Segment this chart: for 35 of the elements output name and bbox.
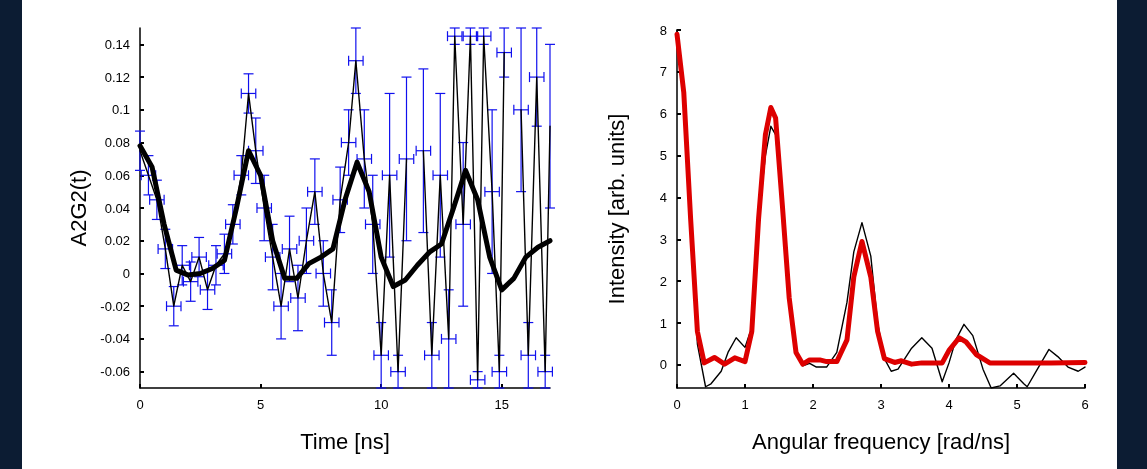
y-tick-label: 0.02: [104, 233, 130, 249]
x-tick-label: 6: [1081, 397, 1089, 412]
x-axis-title: Angular frequency [rad/ns]: [751, 428, 1011, 454]
x-tick-label: 2: [809, 397, 817, 412]
y-tick-label: 8: [659, 22, 667, 38]
y-tick-label: 0.1: [111, 102, 130, 118]
x-tick-label: 5: [256, 397, 265, 412]
x-tick-label: 1: [741, 397, 749, 412]
x-axis-title: Time [ns]: [300, 428, 390, 454]
x-tick-label: 4: [945, 397, 953, 412]
y-tick-label: 6: [659, 106, 667, 122]
x-tick-label: 5: [1013, 397, 1021, 412]
y-tick-label: -0.06: [100, 364, 130, 380]
y-axis-title: A2G2(t): [65, 169, 91, 247]
y-tick-label: 7: [659, 64, 667, 80]
y-tick-label: 3: [659, 231, 667, 247]
x-tick-label: 0: [136, 397, 144, 412]
y-tick-label: 2: [659, 273, 667, 289]
y-tick-label: 0.08: [104, 135, 130, 151]
y-tick-label: 0.14: [104, 36, 130, 52]
y-tick-label: 1: [659, 315, 667, 331]
x-tick-label: 3: [877, 397, 885, 412]
y-tick-label: 5: [659, 148, 667, 164]
x-tick-label: 15: [494, 397, 509, 412]
y-axis-title: Intensity [arb. units]: [603, 113, 629, 305]
y-tick-label: 0: [659, 357, 667, 373]
x-tick-label: 0: [673, 397, 681, 412]
y-tick-label: 0.12: [104, 69, 130, 85]
y-tick-label: -0.04: [100, 331, 130, 347]
y-tick-label: 0: [122, 265, 130, 281]
y-tick-label: 4: [659, 189, 667, 205]
y-tick-label: 0.04: [104, 200, 130, 216]
y-tick-label: -0.02: [100, 298, 130, 314]
y-tick-label: 0.06: [104, 167, 130, 183]
x-tick-label: 10: [373, 397, 389, 412]
